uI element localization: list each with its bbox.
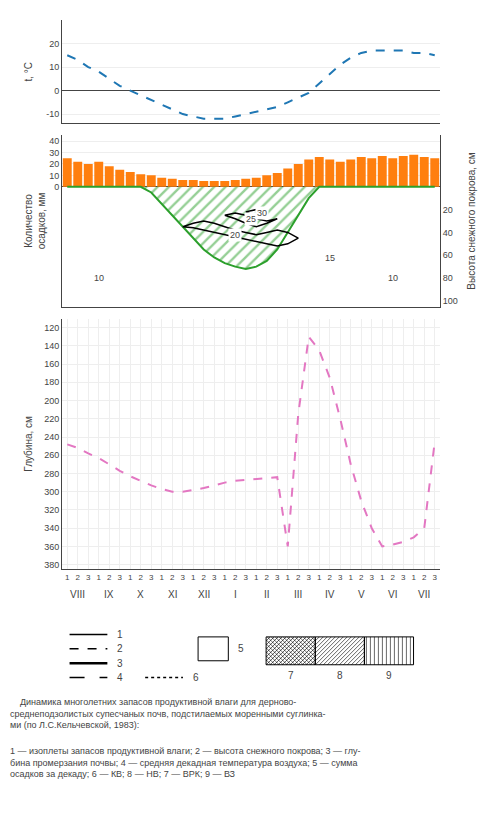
- svg-text:XI: XI: [168, 589, 177, 600]
- svg-text:2: 2: [170, 573, 175, 582]
- svg-text:V: V: [358, 589, 365, 600]
- svg-text:Высота снежного покрова, см: Высота снежного покрова, см: [466, 152, 477, 289]
- svg-text:9: 9: [386, 670, 392, 681]
- svg-text:VII: VII: [418, 589, 430, 600]
- svg-text:X: X: [137, 589, 144, 600]
- svg-text:10: 10: [49, 62, 59, 72]
- svg-text:1: 1: [349, 573, 354, 582]
- svg-text:II: II: [264, 589, 270, 600]
- svg-text:80: 80: [443, 273, 453, 283]
- svg-text:40: 40: [443, 228, 453, 238]
- svg-text:2: 2: [139, 573, 144, 582]
- svg-text:1: 1: [160, 573, 165, 582]
- svg-text:3: 3: [401, 573, 406, 582]
- svg-text:2: 2: [265, 573, 270, 582]
- svg-text:I: I: [234, 589, 237, 600]
- svg-text:0: 0: [54, 182, 59, 192]
- svg-text:3: 3: [86, 573, 91, 582]
- svg-text:8: 8: [337, 670, 343, 681]
- svg-text:XII: XII: [198, 589, 210, 600]
- svg-text:-10: -10: [46, 109, 59, 119]
- svg-text:0: 0: [54, 86, 59, 96]
- svg-text:30: 30: [257, 208, 267, 218]
- svg-text:III: III: [294, 589, 302, 600]
- svg-text:1: 1: [380, 573, 385, 582]
- svg-text:3: 3: [149, 573, 154, 582]
- svg-text:160: 160: [44, 359, 59, 369]
- svg-text:1: 1: [128, 573, 133, 582]
- svg-text:10: 10: [388, 273, 398, 283]
- svg-text:3: 3: [307, 573, 312, 582]
- svg-text:1: 1: [412, 573, 417, 582]
- svg-text:IV: IV: [325, 589, 335, 600]
- svg-text:3: 3: [338, 573, 343, 582]
- svg-text:2: 2: [359, 573, 364, 582]
- svg-text:25: 25: [246, 214, 256, 224]
- svg-text:6: 6: [193, 672, 199, 683]
- svg-text:3: 3: [212, 573, 217, 582]
- svg-text:10: 10: [49, 171, 59, 181]
- svg-text:1: 1: [97, 573, 102, 582]
- svg-text:360: 360: [44, 542, 59, 552]
- svg-text:140: 140: [44, 341, 59, 351]
- svg-text:Динамика многолетних запасов п: Динамика многолетних запасов продуктивно…: [10, 697, 326, 730]
- svg-text:300: 300: [44, 487, 59, 497]
- svg-text:280: 280: [44, 469, 59, 479]
- svg-text:1: 1: [254, 573, 259, 582]
- svg-text:240: 240: [44, 432, 59, 442]
- svg-text:1: 1: [223, 573, 228, 582]
- svg-text:40: 40: [49, 136, 59, 146]
- svg-text:3: 3: [117, 658, 123, 669]
- svg-text:3: 3: [118, 573, 123, 582]
- svg-text:380: 380: [44, 560, 59, 570]
- svg-text:2: 2: [328, 573, 333, 582]
- svg-text:t, °C: t, °C: [23, 62, 34, 82]
- svg-text:VI: VI: [388, 589, 397, 600]
- svg-text:5: 5: [238, 643, 244, 654]
- svg-text:1: 1: [191, 573, 196, 582]
- svg-text:180: 180: [44, 377, 59, 387]
- svg-text:Глубина, см: Глубина, см: [23, 416, 34, 472]
- svg-text:15: 15: [325, 253, 335, 263]
- svg-text:20: 20: [49, 39, 59, 49]
- svg-text:20: 20: [230, 230, 240, 240]
- svg-text:20: 20: [443, 205, 453, 215]
- svg-text:1 — изоплеты запасов продуктив: 1 — изоплеты запасов продуктивной влаги;…: [10, 746, 360, 779]
- svg-text:3: 3: [275, 573, 280, 582]
- svg-text:VIII: VIII: [70, 589, 85, 600]
- svg-text:2: 2: [296, 573, 301, 582]
- svg-text:220: 220: [44, 414, 59, 424]
- svg-text:IX: IX: [104, 589, 114, 600]
- svg-text:7: 7: [288, 670, 294, 681]
- svg-text:Количествоосадков, мм: Количествоосадков, мм: [23, 193, 47, 250]
- svg-text:10: 10: [94, 273, 104, 283]
- svg-text:60: 60: [443, 250, 453, 260]
- svg-text:30: 30: [49, 148, 59, 158]
- svg-text:200: 200: [44, 396, 59, 406]
- svg-text:4: 4: [117, 672, 123, 683]
- svg-text:2: 2: [107, 573, 112, 582]
- svg-text:260: 260: [44, 450, 59, 460]
- svg-text:320: 320: [44, 505, 59, 515]
- svg-text:2: 2: [422, 573, 427, 582]
- svg-text:2: 2: [76, 573, 81, 582]
- svg-text:3: 3: [433, 573, 438, 582]
- svg-text:2: 2: [233, 573, 238, 582]
- svg-text:1: 1: [117, 629, 123, 640]
- svg-text:120: 120: [44, 323, 59, 333]
- svg-text:1: 1: [65, 573, 70, 582]
- svg-text:3: 3: [244, 573, 249, 582]
- svg-text:340: 340: [44, 523, 59, 533]
- svg-text:3: 3: [370, 573, 375, 582]
- svg-text:2: 2: [391, 573, 396, 582]
- svg-text:20: 20: [49, 159, 59, 169]
- svg-text:1: 1: [317, 573, 322, 582]
- svg-text:3: 3: [181, 573, 186, 582]
- svg-text:1: 1: [286, 573, 291, 582]
- svg-text:2: 2: [202, 573, 207, 582]
- svg-text:100: 100: [443, 296, 458, 306]
- svg-text:2: 2: [117, 643, 123, 654]
